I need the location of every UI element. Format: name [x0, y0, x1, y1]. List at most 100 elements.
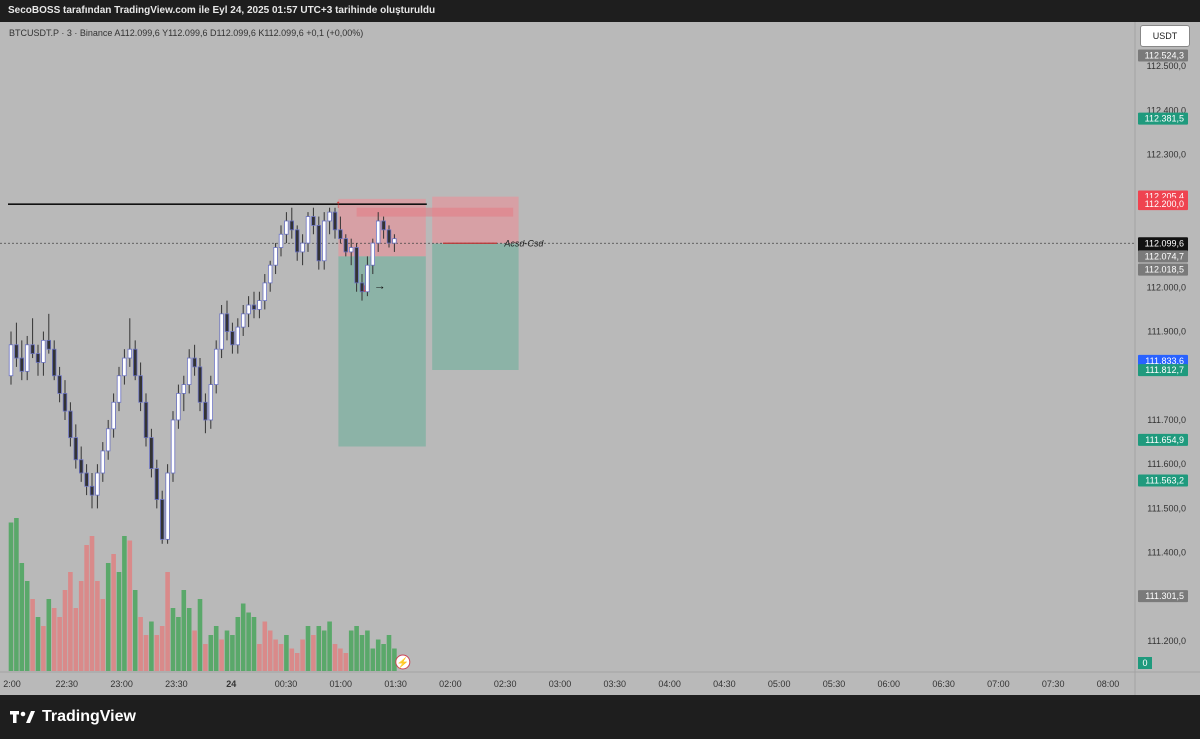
price-label-badge — [1138, 354, 1188, 367]
currency-unit-button[interactable]: USDT — [1140, 25, 1190, 47]
volume-bar — [197, 599, 203, 671]
volume-bar — [316, 626, 322, 671]
volume-bar — [348, 630, 354, 671]
candle-body — [159, 499, 165, 540]
top-bar: SecoBOSS tarafından TradingView.com ile … — [0, 0, 1200, 22]
candle-body — [289, 220, 294, 231]
volume-bar — [321, 630, 327, 671]
x-tick-label: 07:30 — [1042, 679, 1065, 689]
candle-body — [316, 225, 321, 262]
candle-body — [186, 357, 192, 385]
volume-zero-badge — [1138, 657, 1152, 669]
volume-bar — [213, 626, 219, 671]
candle-body — [354, 247, 359, 284]
volume-bar — [284, 635, 289, 671]
y-tick-label: 112.500,0 — [1147, 61, 1186, 71]
volume-bar — [332, 644, 338, 671]
volume-bar — [46, 599, 52, 671]
volume-bar — [30, 599, 35, 671]
volume-bar — [100, 599, 106, 671]
price-label-badge — [1138, 49, 1188, 62]
candle-body — [41, 339, 46, 363]
candle-body — [300, 242, 305, 253]
volume-bar — [343, 653, 349, 671]
price-label-text: 112.524,3 — [1145, 50, 1184, 60]
price-label-text: 111.301,5 — [1145, 591, 1184, 601]
x-tick-label: 00:30 — [275, 679, 298, 689]
candle-body — [170, 419, 176, 474]
y-tick-label: 112.300,0 — [1147, 150, 1186, 160]
price-label-text: 112.099,6 — [1145, 238, 1184, 248]
volume-bar — [68, 572, 73, 671]
price-label-text: 111.654,9 — [1145, 435, 1184, 445]
price-label-text: 111.812,7 — [1145, 365, 1184, 375]
candlestick-chart[interactable]: Acsd-Csd ↑ ↓ → 112.500,0 112.400,0 112.300,0 11… — [0, 22, 1200, 695]
candle-body — [24, 344, 30, 372]
price-axis — [1135, 22, 1200, 672]
x-tick-label: 24 — [226, 679, 236, 689]
price-label-badge — [1138, 112, 1188, 125]
candle-body — [381, 220, 386, 231]
candle-body — [8, 344, 14, 377]
candle-body — [240, 313, 246, 328]
volume-bar — [181, 590, 187, 671]
candle-body — [365, 264, 370, 293]
volume-bar — [289, 648, 295, 671]
x-tick-label: 06:30 — [932, 679, 955, 689]
volume-bar — [95, 581, 100, 671]
candle-body — [370, 242, 375, 266]
y-tick-label: 111.400,0 — [1147, 548, 1186, 558]
candle-body — [154, 468, 159, 500]
candle-body — [321, 220, 327, 262]
candle-body — [257, 300, 262, 310]
candle-body — [30, 344, 35, 355]
x-tick-label: 22:30 — [56, 679, 79, 689]
volume-bar — [14, 518, 19, 671]
volume-bar — [224, 630, 230, 671]
candle-body — [143, 401, 149, 439]
volume-bar — [370, 648, 376, 671]
volume-bar — [143, 635, 149, 671]
volume-bar — [149, 621, 154, 671]
volume-bar — [327, 621, 332, 671]
short-position-target-zone — [338, 256, 426, 447]
candle-body — [375, 220, 381, 244]
candle-body — [79, 459, 84, 474]
x-tick-label: 03:00 — [549, 679, 572, 689]
x-tick-label: 04:30 — [713, 679, 736, 689]
volume-bar — [35, 617, 41, 671]
volume-bar — [170, 608, 176, 671]
price-label-text: 111.563,2 — [1145, 475, 1184, 485]
candle-body — [311, 216, 316, 226]
x-tick-label: 23:30 — [165, 679, 188, 689]
volume-bar — [24, 581, 30, 671]
price-label-badge — [1138, 263, 1188, 276]
tradingview-logo[interactable]: TradingView — [10, 708, 136, 726]
candle-body — [359, 282, 365, 293]
alert-badge — [395, 654, 411, 670]
volume-bar — [122, 536, 127, 671]
candle-body — [332, 211, 338, 231]
chart-area[interactable]: Acsd-Csd ↑ ↓ → 112.500,0 112.400,0 112.300,0 11… — [0, 22, 1200, 695]
candle-body — [14, 344, 19, 359]
candle-body — [132, 348, 138, 377]
x-tick-label: 08:00 — [1097, 679, 1120, 689]
candle-body — [127, 348, 132, 359]
candle-body — [106, 428, 111, 452]
volume-bar — [159, 626, 165, 671]
volume-bar — [186, 608, 192, 671]
volume-bar — [235, 617, 241, 671]
price-label-text: 112.018,5 — [1145, 265, 1184, 275]
up-arrow-marker: ↑ — [335, 199, 341, 211]
volume-bar — [78, 581, 84, 671]
volume-bar — [392, 648, 397, 671]
right-arrow-marker: → — [374, 279, 386, 293]
y-tick-label: 111.500,0 — [1147, 503, 1186, 513]
volume-zero-label: 0 — [1142, 658, 1147, 668]
candle-body — [262, 282, 267, 301]
candle-body — [19, 357, 24, 372]
volume-bar — [127, 540, 133, 671]
candle-body — [348, 247, 354, 253]
price-label-badge — [1138, 250, 1188, 263]
candle-body — [208, 384, 213, 421]
